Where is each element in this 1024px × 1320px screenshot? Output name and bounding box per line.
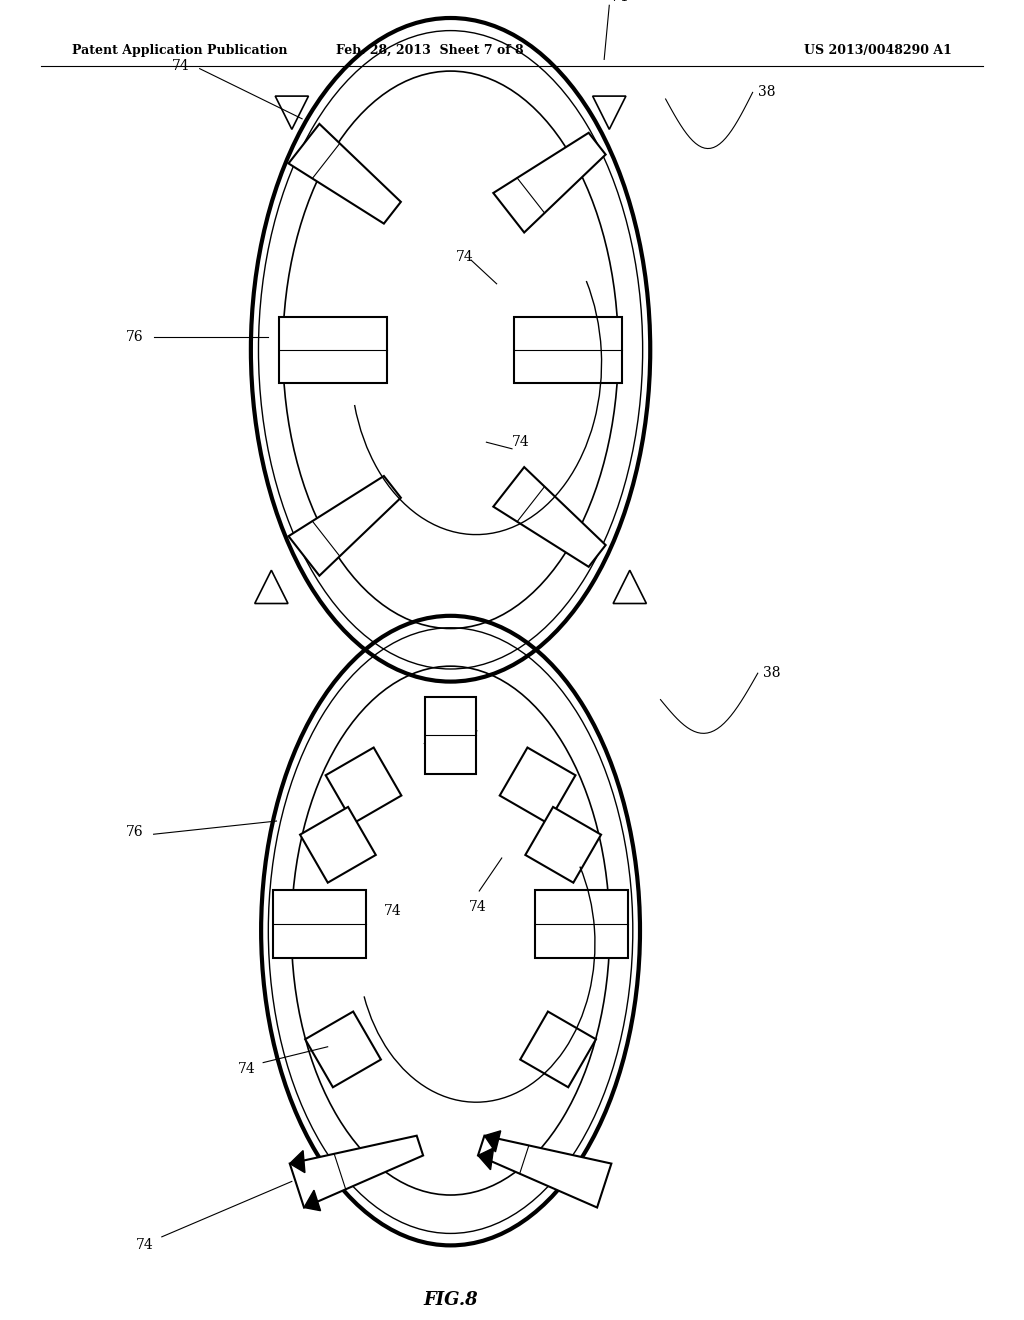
Text: US 2013/0048290 A1: US 2013/0048290 A1 [805, 44, 952, 57]
Text: 38: 38 [758, 86, 775, 99]
Text: 76: 76 [126, 330, 143, 343]
Text: 74: 74 [172, 59, 189, 73]
Polygon shape [478, 1148, 494, 1170]
Polygon shape [525, 807, 601, 883]
Text: Patent Application Publication: Patent Application Publication [72, 44, 287, 57]
Text: 76: 76 [126, 825, 143, 838]
Text: FIG.7: FIG.7 [423, 730, 478, 748]
Polygon shape [426, 697, 475, 774]
Polygon shape [500, 747, 575, 824]
Polygon shape [326, 747, 401, 824]
Polygon shape [275, 96, 308, 129]
Polygon shape [290, 1151, 305, 1172]
Polygon shape [304, 1191, 321, 1210]
Polygon shape [305, 1011, 381, 1088]
Text: 74: 74 [512, 436, 529, 449]
Polygon shape [300, 807, 376, 883]
Polygon shape [536, 890, 628, 958]
Polygon shape [279, 317, 387, 383]
Polygon shape [520, 1011, 596, 1088]
Polygon shape [290, 1135, 423, 1208]
Polygon shape [484, 1131, 501, 1152]
Polygon shape [478, 1135, 611, 1208]
Text: Feb. 28, 2013  Sheet 7 of 8: Feb. 28, 2013 Sheet 7 of 8 [336, 44, 524, 57]
Text: 38: 38 [763, 667, 780, 680]
Polygon shape [494, 467, 605, 566]
Polygon shape [514, 317, 623, 383]
Text: 74: 74 [469, 900, 486, 913]
Text: 74: 74 [456, 251, 473, 264]
Text: 74: 74 [136, 1238, 154, 1251]
Text: 74: 74 [610, 0, 629, 4]
Polygon shape [273, 890, 366, 958]
Polygon shape [494, 133, 605, 232]
Polygon shape [593, 96, 626, 129]
Text: 74: 74 [239, 1063, 256, 1076]
Polygon shape [255, 570, 288, 603]
Text: 74: 74 [384, 904, 401, 917]
Polygon shape [289, 124, 400, 223]
Polygon shape [613, 570, 646, 603]
Polygon shape [289, 477, 400, 576]
Text: FIG.8: FIG.8 [423, 1291, 478, 1309]
